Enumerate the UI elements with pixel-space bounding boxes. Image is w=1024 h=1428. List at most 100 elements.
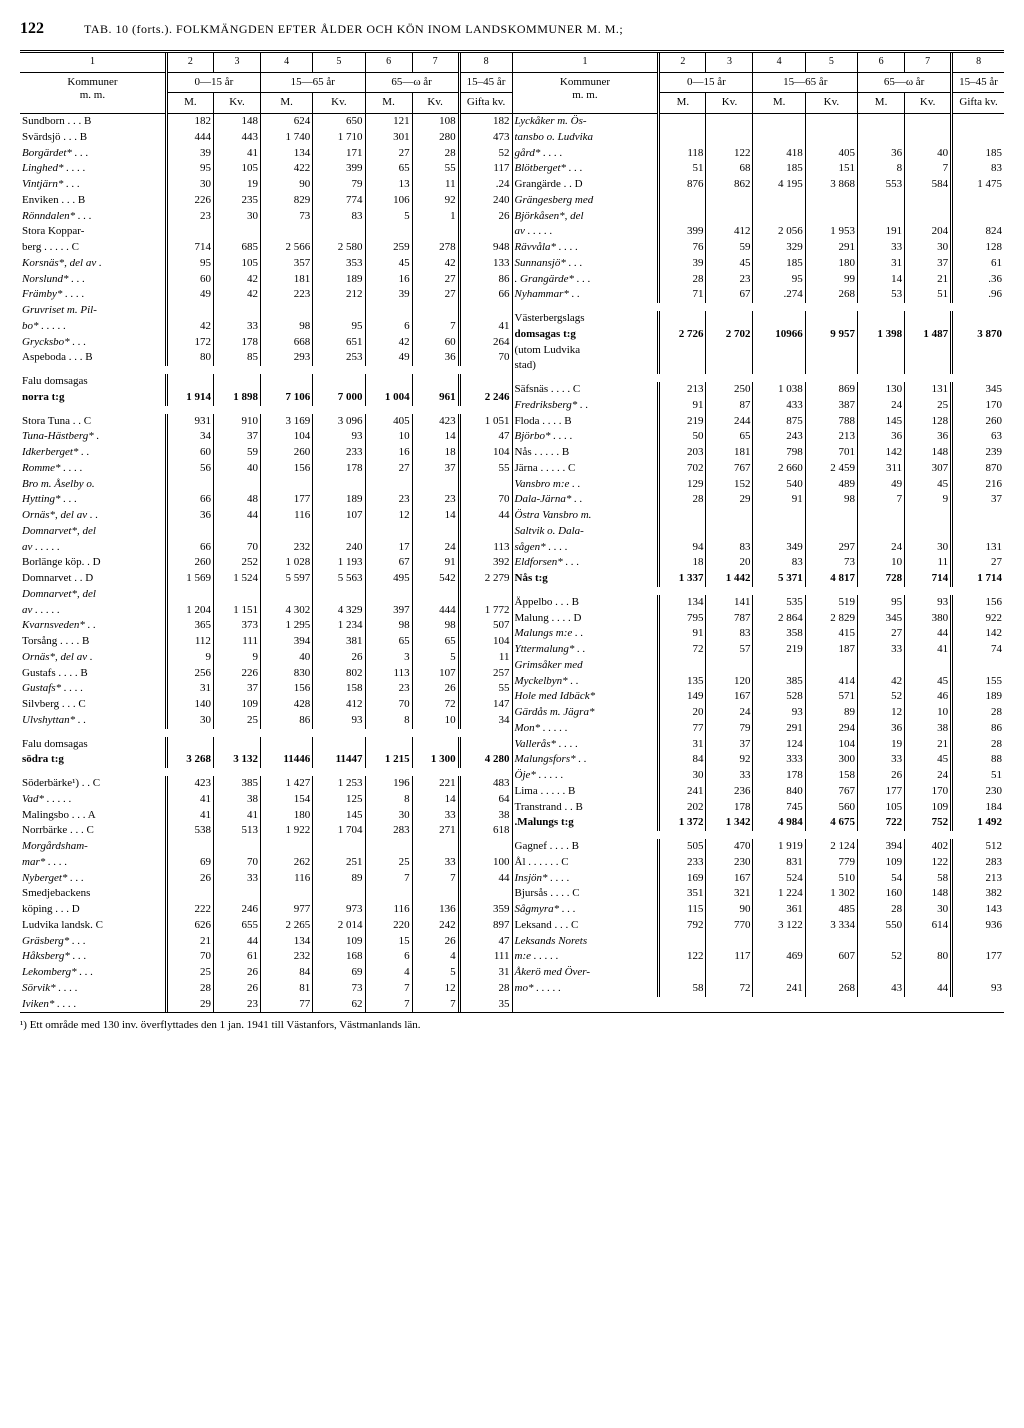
cell-value: 112 [166, 634, 213, 650]
page-title: TAB. 10 (forts.). FOLKMÄNGDEN EFTER ÅLDE… [84, 22, 623, 37]
cell-value: 2 459 [805, 461, 857, 477]
cell-value [166, 477, 213, 493]
cell-value: 131 [952, 540, 1004, 556]
cell-value: 52 [858, 949, 905, 965]
cell-value: 8 [365, 713, 412, 729]
cell-value [459, 224, 511, 240]
cell-value: 489 [805, 477, 857, 493]
cell-value [166, 303, 213, 319]
cell-value: 349 [753, 540, 805, 556]
cell-value: 485 [805, 902, 857, 918]
cell-value: 2 265 [260, 918, 312, 934]
cell-value: 236 [706, 784, 753, 800]
cell-value: 44 [213, 508, 260, 524]
cell-value: 122 [706, 146, 753, 162]
cell-value: 92 [412, 193, 459, 209]
cell-value: 9 [905, 492, 952, 508]
cell-value: 73 [805, 555, 857, 571]
cell-value: 428 [260, 697, 312, 713]
cell-value: 870 [952, 461, 1004, 477]
h-m: M. [659, 93, 706, 114]
cell-value: 35 [459, 997, 511, 1013]
row-name: köping . . . D [20, 902, 166, 918]
cell-value: 45 [706, 256, 753, 272]
cell-value: 180 [260, 808, 312, 824]
cell-value: 189 [313, 272, 365, 288]
table-row: Sörvik* . . . .2826817371228 [20, 981, 512, 997]
cell-value: 47 [459, 934, 511, 950]
cell-value [313, 224, 365, 240]
cell-value: 94 [659, 540, 706, 556]
cell-value: 95 [166, 161, 213, 177]
cell-value [313, 524, 365, 540]
cell-value: 291 [805, 240, 857, 256]
cell-value: 30 [166, 713, 213, 729]
cell-value: 1 492 [952, 815, 1004, 831]
cell-value: 24 [412, 540, 459, 556]
cell-value: 90 [260, 177, 312, 193]
cell-value [459, 587, 511, 603]
row-name: av . . . . . [20, 540, 166, 556]
cell-value: 42 [166, 319, 213, 335]
table-row: Vansbro m:e . .1291525404894945216 [513, 477, 1005, 493]
cell-value [459, 524, 511, 540]
table-row: Romme* . . . .5640156178273755 [20, 461, 512, 477]
cell-value [213, 737, 260, 753]
col-5: 5 [313, 53, 365, 72]
cell-value: 67 [706, 287, 753, 303]
spacer-row [20, 366, 512, 374]
h-kv: Kv. [805, 93, 857, 114]
table-row: Hytting* . . .6648177189232370 [20, 492, 512, 508]
cell-value [166, 886, 213, 902]
table-row: Grycksbo* . . .1721786686514260264 [20, 335, 512, 351]
cell-value: 2 660 [753, 461, 805, 477]
col-3: 3 [706, 53, 753, 72]
cell-value [412, 587, 459, 603]
cell-value: 51 [905, 287, 952, 303]
cell-value: 831 [753, 855, 805, 871]
cell-value: 1 524 [213, 571, 260, 587]
cell-value: 505 [659, 839, 706, 855]
cell-value [753, 965, 805, 981]
cell-value: 12 [365, 508, 412, 524]
cell-value: 714 [166, 240, 213, 256]
table-row: Insjön* . . . .1691675245105458213 [513, 871, 1005, 887]
table-row: Morgårdsham- [20, 839, 512, 855]
table-row: av . . . . .3994122 0561 953191204824 [513, 224, 1005, 240]
cell-value: 55 [459, 681, 511, 697]
cell-value [905, 209, 952, 225]
table-row: Sågmyra* . . .115903614852830143 [513, 902, 1005, 918]
cell-value: 42 [213, 272, 260, 288]
spacer-row [513, 587, 1005, 595]
cell-value: 51 [659, 161, 706, 177]
cell-value: 973 [313, 902, 365, 918]
table-row: Sunnansjö* . . .3945185180313761 [513, 256, 1005, 272]
row-name: Bjursås . . . . C [513, 886, 659, 902]
cell-value: 1 953 [805, 224, 857, 240]
cell-value [805, 934, 857, 950]
cell-value: 2 566 [260, 240, 312, 256]
cell-value: 2 726 [659, 327, 706, 343]
cell-value: 21 [166, 934, 213, 950]
table-row: Ål . . . . . . C233230831779109122283 [513, 855, 1005, 871]
cell-value: 28 [952, 705, 1004, 721]
cell-value: 53 [858, 287, 905, 303]
cell-value: 55 [412, 161, 459, 177]
cell-value: 10 [365, 429, 412, 445]
cell-value: 167 [706, 871, 753, 887]
cell-value [706, 358, 753, 374]
cell-value: 443 [213, 130, 260, 146]
cell-value: 43 [858, 981, 905, 997]
cell-value: 745 [753, 800, 805, 816]
cell-value [805, 658, 857, 674]
cell-value: 402 [905, 839, 952, 855]
cell-value: 148 [213, 114, 260, 130]
col-7: 7 [412, 53, 459, 72]
cell-value [753, 358, 805, 374]
cell-value: 15 [365, 934, 412, 950]
cell-value [412, 224, 459, 240]
row-name: berg . . . . . C [20, 240, 166, 256]
cell-value: 1 919 [753, 839, 805, 855]
cell-value: 830 [260, 666, 312, 682]
cell-value: 128 [952, 240, 1004, 256]
